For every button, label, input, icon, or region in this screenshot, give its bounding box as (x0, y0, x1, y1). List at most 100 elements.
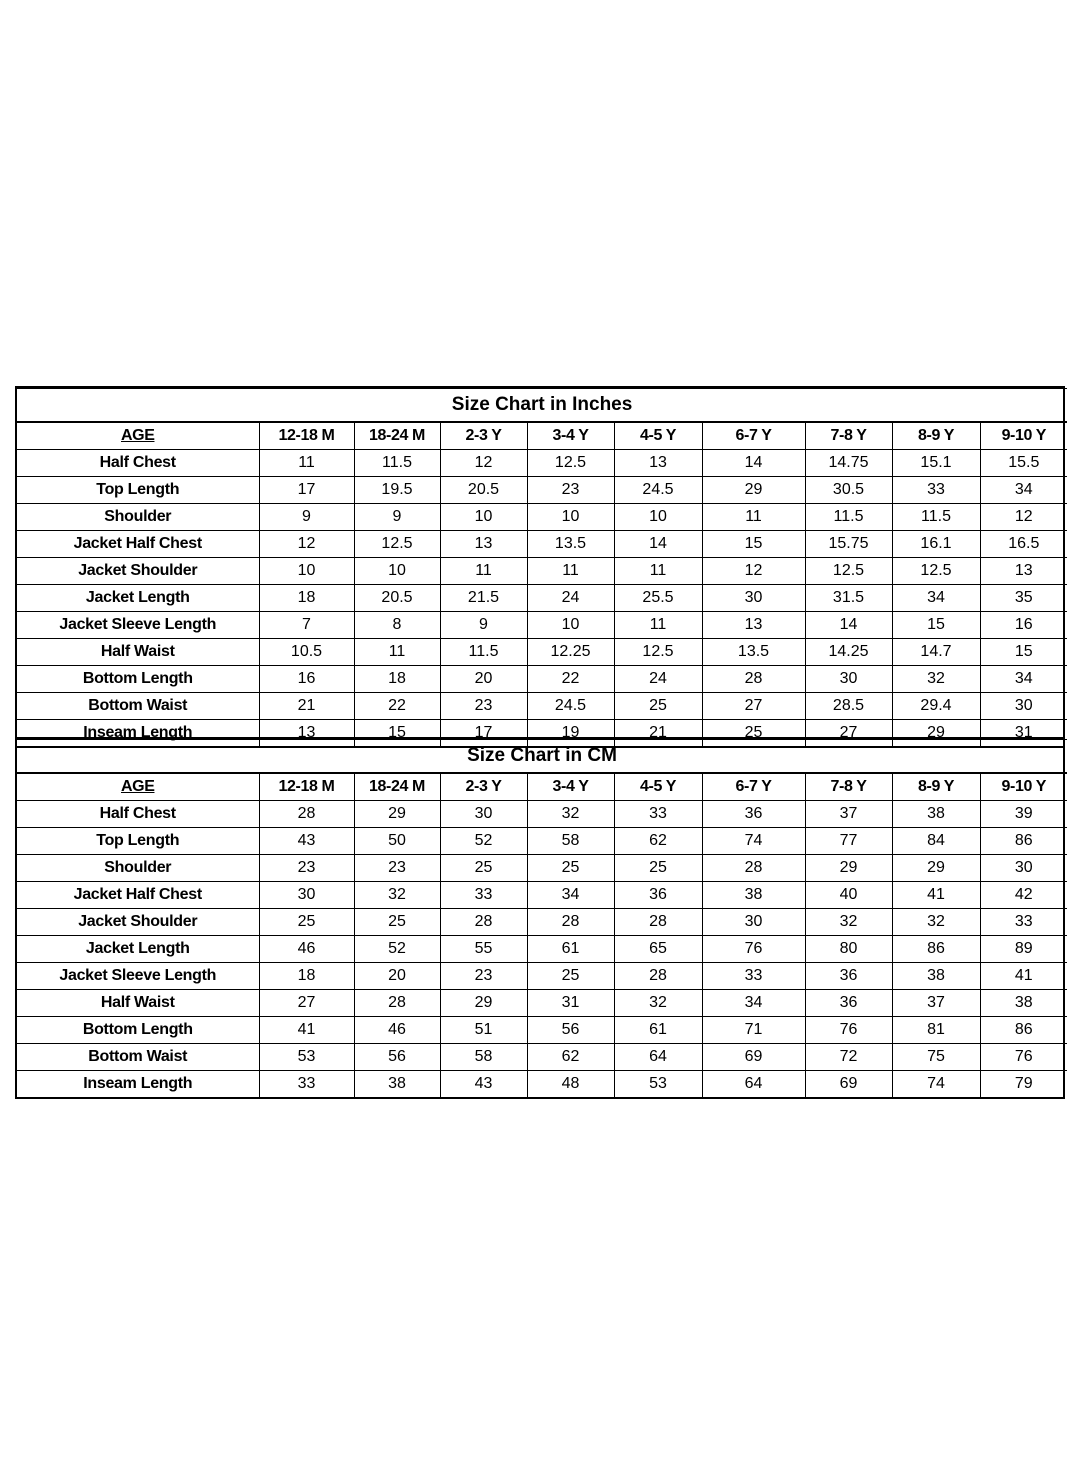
measurement-value: 18 (258, 584, 355, 612)
measurement-value: 19.5 (353, 476, 441, 504)
measurement-value: 22 (526, 665, 615, 693)
table-row: Jacket Half Chest 30 32 33 34 36 38 40 41 42 (17, 881, 1068, 909)
measurement-value: 31 (526, 989, 615, 1017)
measurement-value: 11 (439, 557, 528, 585)
measurement-value: 22 (353, 692, 441, 720)
size-chart-cm: Size Chart in CM AGE 12-18 M 18-24 M 2-3 Y 3-… (15, 737, 1068, 1099)
measurement-value: 72 (804, 1043, 893, 1071)
measurement-value: 27 (258, 989, 355, 1017)
measurement-value: 38 (353, 1070, 441, 1097)
measurement-value: 74 (891, 1070, 981, 1097)
measurement-label: Half Waist (17, 989, 260, 1017)
measurement-value: 30.5 (804, 476, 893, 504)
measurement-value: 25.5 (613, 584, 703, 612)
measurement-label: Half Waist (17, 638, 260, 666)
measurement-value: 86 (891, 935, 981, 963)
size-header: 3-4 Y (526, 421, 615, 450)
measurement-value: 18 (258, 962, 355, 990)
measurement-value: 13 (979, 557, 1068, 585)
measurement-value: 11.5 (804, 503, 893, 531)
measurement-value: 32 (353, 881, 441, 909)
measurement-value: 31.5 (804, 584, 893, 612)
measurement-value: 75 (891, 1043, 981, 1071)
measurement-label: Bottom Waist (17, 692, 260, 720)
measurement-value: 55 (439, 935, 528, 963)
measurement-value: 62 (526, 1043, 615, 1071)
measurement-value: 11.5 (891, 503, 981, 531)
measurement-value: 41 (258, 1016, 355, 1044)
measurement-value: 28 (701, 665, 806, 693)
measurement-label: Jacket Shoulder (17, 908, 260, 936)
table-title: Size Chart in CM (17, 739, 1068, 774)
measurement-value: 13.5 (701, 638, 806, 666)
measurement-value: 52 (439, 827, 528, 855)
measurement-value: 69 (701, 1043, 806, 1071)
measurement-value: 30 (258, 881, 355, 909)
measurement-value: 15.75 (804, 530, 893, 558)
size-header: 7-8 Y (804, 772, 893, 801)
measurement-value: 37 (804, 800, 893, 828)
measurement-value: 29 (439, 989, 528, 1017)
measurement-value: 13 (613, 449, 703, 477)
measurement-value: 24 (526, 584, 615, 612)
table-row: Bottom Waist 53 56 58 62 64 69 72 75 76 (17, 1043, 1068, 1071)
measurement-label: Jacket Half Chest (17, 530, 260, 558)
measurement-value: 20.5 (353, 584, 441, 612)
measurement-value: 38 (891, 962, 981, 990)
measurement-value: 34 (701, 989, 806, 1017)
measurement-value: 23 (439, 962, 528, 990)
measurement-value: 33 (258, 1070, 355, 1097)
table-row: Jacket Length 18 20.5 21.5 24 25.5 30 31.5 34 35 (17, 584, 1068, 612)
measurement-value: 7 (258, 611, 355, 639)
measurement-value: 56 (353, 1043, 441, 1071)
size-chart-inches: Size Chart in Inches AGE 12-18 M 18-24 M 2-3… (15, 386, 1068, 748)
measurement-value: 11 (613, 611, 703, 639)
measurement-value: 15.5 (979, 449, 1068, 477)
measurement-value: 30 (979, 692, 1068, 720)
measurement-value: 10 (526, 611, 615, 639)
measurement-value: 28 (353, 989, 441, 1017)
size-header: 6-7 Y (701, 421, 806, 450)
table-row: Inseam Length 33 38 43 48 53 64 69 74 79 (17, 1070, 1068, 1097)
measurement-label: Jacket Half Chest (17, 881, 260, 909)
measurement-value: 23 (258, 854, 355, 882)
measurement-value: 69 (804, 1070, 893, 1097)
measurement-value: 36 (613, 881, 703, 909)
table-row: Bottom Waist 21 22 23 24.5 25 27 28.5 29.4 30 (17, 692, 1068, 720)
measurement-value: 12.5 (526, 449, 615, 477)
measurement-value: 34 (979, 476, 1068, 504)
measurement-value: 13.5 (526, 530, 615, 558)
measurement-value: 40 (804, 881, 893, 909)
measurement-value: 14 (804, 611, 893, 639)
measurement-value: 20 (439, 665, 528, 693)
measurement-value: 30 (804, 665, 893, 693)
measurement-value: 28 (701, 854, 806, 882)
table-row: Shoulder 9 9 10 10 10 11 11.5 11.5 12 (17, 503, 1068, 531)
measurement-value: 46 (353, 1016, 441, 1044)
size-header: 4-5 Y (613, 421, 703, 450)
measurement-value: 12.5 (891, 557, 981, 585)
measurement-value: 24.5 (526, 692, 615, 720)
table-row: Half Chest 28 29 30 32 33 36 37 38 39 (17, 800, 1068, 828)
measurement-value: 10 (258, 557, 355, 585)
measurement-value: 11.5 (353, 449, 441, 477)
table-row: Jacket Length 46 52 55 61 65 76 80 86 89 (17, 935, 1068, 963)
measurement-value: 28 (258, 800, 355, 828)
measurement-value: 25 (526, 854, 615, 882)
measurement-value: 24.5 (613, 476, 703, 504)
measurement-value: 64 (701, 1070, 806, 1097)
age-header: AGE (17, 421, 260, 450)
header-row: AGE 12-18 M 18-24 M 2-3 Y 3-4 Y 4-5 Y 6-7 Y 7-8… (17, 772, 1068, 801)
size-header: 7-8 Y (804, 421, 893, 450)
measurement-value: 8 (353, 611, 441, 639)
measurement-value: 52 (353, 935, 441, 963)
measurement-value: 16.1 (891, 530, 981, 558)
size-header: 8-9 Y (891, 421, 981, 450)
size-header: 2-3 Y (439, 421, 528, 450)
size-header: 18-24 M (353, 772, 441, 801)
measurement-value: 12.5 (613, 638, 703, 666)
measurement-value: 23 (526, 476, 615, 504)
size-header: 18-24 M (353, 421, 441, 450)
measurement-label: Half Chest (17, 449, 260, 477)
measurement-value: 23 (439, 692, 528, 720)
